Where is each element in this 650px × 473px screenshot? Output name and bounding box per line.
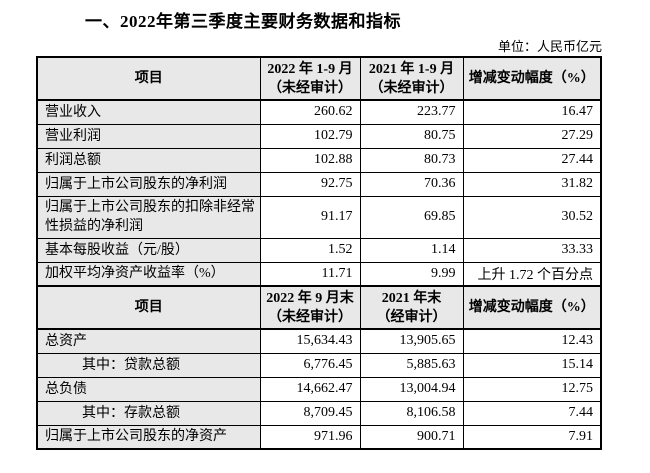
row-value: 9.99: [359, 261, 464, 287]
table-row: 加权平均净资产收益率（%） 11.71 9.99 上升 1.72 个百分点: [36, 261, 602, 287]
table-row: 其中：存款总额 8,709.45 8,106.58 7.44: [36, 400, 602, 426]
row-value: 70.36: [359, 171, 464, 197]
row-value: 102.88: [259, 147, 361, 173]
row-value: 8,709.45: [259, 400, 361, 426]
row-value: 80.75: [359, 123, 464, 149]
table-header-row: 项目 2022 年 1-9 月 （未经审计） 2021 年 1-9 月 （未经审计） 增减…: [36, 56, 602, 101]
table-row: 归属于上市公司股东的扣除非经常性损益的净利润 91.17 69.85 30.52: [36, 195, 602, 239]
header-cell-col2: 2022 年 1-9 月 （未经审计）: [259, 56, 361, 101]
row-value: 13,905.65: [359, 328, 464, 354]
row-value: 5,885.63: [359, 352, 464, 378]
row-label: 其中：存款总额: [36, 400, 261, 426]
header-cell-col1: 项目: [36, 56, 261, 101]
header-text: 增减变动幅度（%）: [468, 71, 595, 86]
row-label: 营业利润: [36, 123, 261, 149]
row-value: 27.44: [462, 147, 602, 173]
table-row: 基本每股收益（元/股） 1.52 1.14 33.33: [36, 237, 602, 263]
table-row: 归属于上市公司股东的净资产 971.96 900.71 7.91: [36, 424, 602, 450]
table-row: 其中：贷款总额 6,776.45 5,885.63 15.14: [36, 352, 602, 378]
row-value: 80.73: [359, 147, 464, 173]
row-value: 7.44: [462, 400, 602, 426]
row-value: 16.47: [462, 99, 602, 125]
row-value: 12.75: [462, 376, 602, 402]
page-title: 一、2022年第三季度主要财务数据和指标: [85, 12, 401, 31]
header-text: 项目: [134, 71, 163, 86]
financial-data-table: 项目 2022 年 1-9 月 （未经审计） 2021 年 1-9 月 （未经审计） 增减…: [36, 56, 602, 450]
row-label: 归属于上市公司股东的扣除非经常性损益的净利润: [36, 195, 261, 239]
header-text: 增减变动幅度（%）: [468, 300, 595, 315]
table-header-row: 项目 2022 年 9 月末 （未经审计） 2021 年末 （经审计） 增减变动幅度（%）: [36, 285, 602, 330]
header-cell-col4: 增减变动幅度（%）: [462, 56, 602, 101]
row-label: 总资产: [36, 328, 261, 354]
header-cell-col1: 项目: [36, 285, 261, 330]
table-row: 营业收入 260.62 223.77 16.47: [36, 99, 602, 125]
row-value: 69.85: [359, 195, 464, 239]
row-value: 91.17: [259, 195, 361, 239]
row-value: 33.33: [462, 237, 602, 263]
row-value: 92.75: [259, 171, 361, 197]
row-value: 260.62: [259, 99, 361, 125]
row-value: 900.71: [359, 424, 464, 450]
row-value: 971.96: [259, 424, 361, 450]
row-value: 1.14: [359, 237, 464, 263]
table-row: 总资产 15,634.43 13,905.65 12.43: [36, 328, 602, 354]
header-text: （经审计）: [376, 309, 447, 325]
row-value: 1.52: [259, 237, 361, 263]
row-value: 6,776.45: [259, 352, 361, 378]
row-value: 11.71: [259, 261, 361, 287]
header-text: 2021 年 1-9 月: [368, 61, 455, 77]
row-label: 归属于上市公司股东的净资产: [36, 424, 261, 450]
row-value: 13,004.94: [359, 376, 464, 402]
row-value: 27.29: [462, 123, 602, 149]
header-cell-col4: 增减变动幅度（%）: [462, 285, 602, 330]
row-value: 7.91: [462, 424, 602, 450]
row-label: 加权平均净资产收益率（%）: [36, 261, 261, 287]
row-value: 102.79: [259, 123, 361, 149]
row-label: 营业收入: [36, 99, 261, 125]
header-text: 2021 年末: [381, 290, 442, 306]
header-text: （未经审计）: [369, 80, 454, 96]
row-value: 31.82: [462, 171, 602, 197]
header-text: 项目: [134, 300, 163, 315]
table-row: 利润总额 102.88 80.73 27.44: [36, 147, 602, 173]
table-row: 归属于上市公司股东的净利润 92.75 70.36 31.82: [36, 171, 602, 197]
row-value: 12.43: [462, 328, 602, 354]
row-label: 其中：贷款总额: [36, 352, 261, 378]
row-label: 利润总额: [36, 147, 261, 173]
row-value: 15,634.43: [259, 328, 361, 354]
header-text: （未经审计）: [268, 309, 352, 325]
header-text: 2022 年 1-9 月: [267, 61, 353, 77]
row-value: 30.52: [462, 195, 602, 239]
row-label: 归属于上市公司股东的净利润: [36, 171, 261, 197]
row-value: 上升 1.72 个百分点: [462, 261, 602, 287]
header-cell-col3: 2021 年末 （经审计）: [359, 285, 464, 330]
header-cell-col3: 2021 年 1-9 月 （未经审计）: [359, 56, 464, 101]
header-text: （未经审计）: [268, 80, 352, 96]
header-text: 2022 年 9 月末: [266, 290, 354, 306]
header-cell-col2: 2022 年 9 月末 （未经审计）: [259, 285, 361, 330]
row-label: 基本每股收益（元/股）: [36, 237, 261, 263]
table-row: 营业利润 102.79 80.75 27.29: [36, 123, 602, 149]
unit-label: 单位：人民币亿元: [497, 39, 602, 54]
row-label: 总负债: [36, 376, 261, 402]
financial-table-body: 项目 2022 年 1-9 月 （未经审计） 2021 年 1-9 月 （未经审计） 增减…: [36, 56, 602, 450]
table-row: 总负债 14,662.47 13,004.94 12.75: [36, 376, 602, 402]
row-value: 15.14: [462, 352, 602, 378]
row-value: 14,662.47: [259, 376, 361, 402]
row-value: 8,106.58: [359, 400, 464, 426]
row-value: 223.77: [359, 99, 464, 125]
